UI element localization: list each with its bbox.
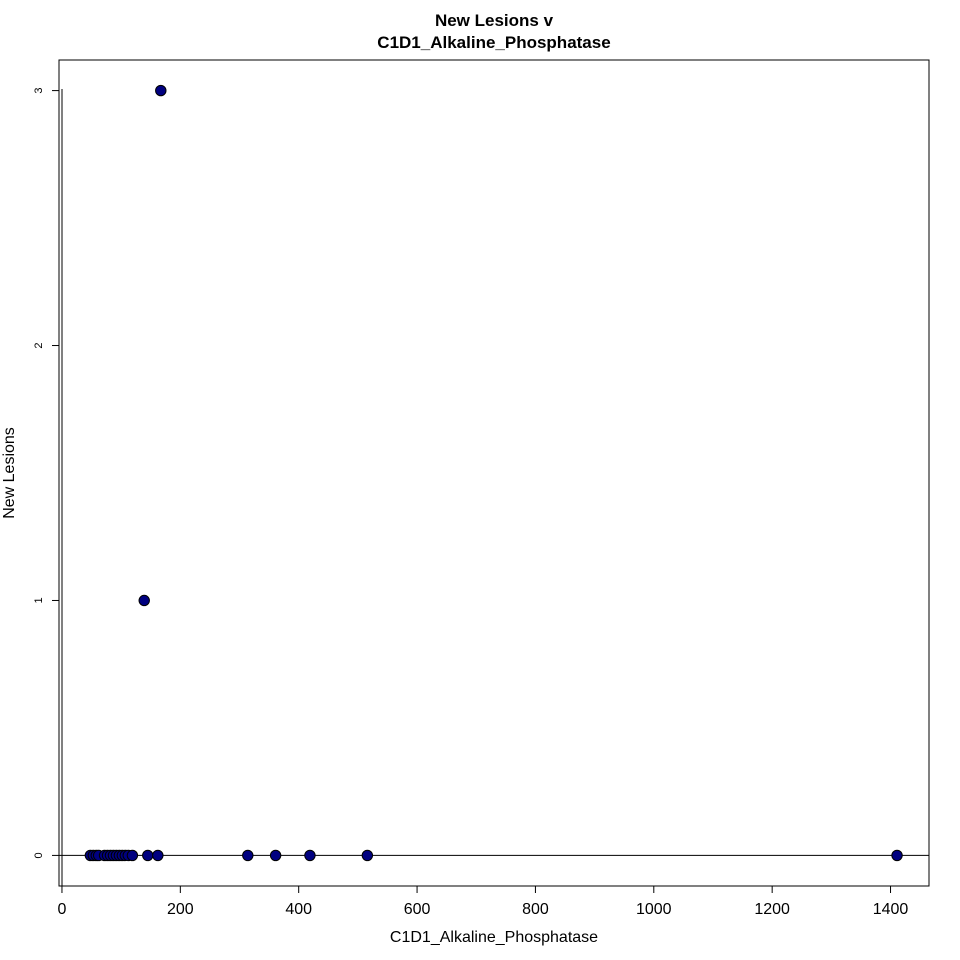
data-point (152, 849, 164, 862)
x-tick-label: 0 (58, 901, 67, 918)
y-tick-label: 1 (33, 597, 45, 603)
x-axis-ticks: 0 200 400 600 800 1000 1200 1400 (58, 886, 909, 918)
y-axis-ticks: 0 1 2 3 (33, 88, 59, 858)
data-point (155, 84, 167, 97)
y-tick-label: 0 (33, 852, 45, 858)
y-tick-label: 3 (33, 88, 45, 94)
y-tick-label: 2 (33, 342, 45, 348)
data-point (142, 849, 154, 862)
chart-title-line-1: New Lesions v (435, 11, 554, 30)
plot-frame (58, 59, 930, 887)
x-tick-label: 400 (285, 901, 312, 918)
x-tick-label: 1400 (873, 901, 909, 918)
data-point (242, 849, 254, 862)
chart-title-line-2: C1D1_Alkaline_Phosphatase (377, 33, 610, 52)
x-tick-label: 1000 (636, 901, 672, 918)
x-tick-label: 200 (167, 901, 194, 918)
data-point (138, 594, 150, 607)
y-axis-label: New Lesions (1, 427, 18, 519)
x-tick-label: 1200 (754, 901, 790, 918)
data-point (361, 849, 374, 862)
x-tick-label: 800 (522, 901, 549, 918)
data-point (304, 849, 316, 862)
x-axis-label: C1D1_Alkaline_Phosphatase (390, 929, 598, 946)
data-point (269, 849, 282, 862)
data-point (126, 849, 139, 862)
data-point (891, 849, 903, 862)
data-points (84, 84, 903, 862)
x-tick-label: 600 (404, 901, 431, 918)
